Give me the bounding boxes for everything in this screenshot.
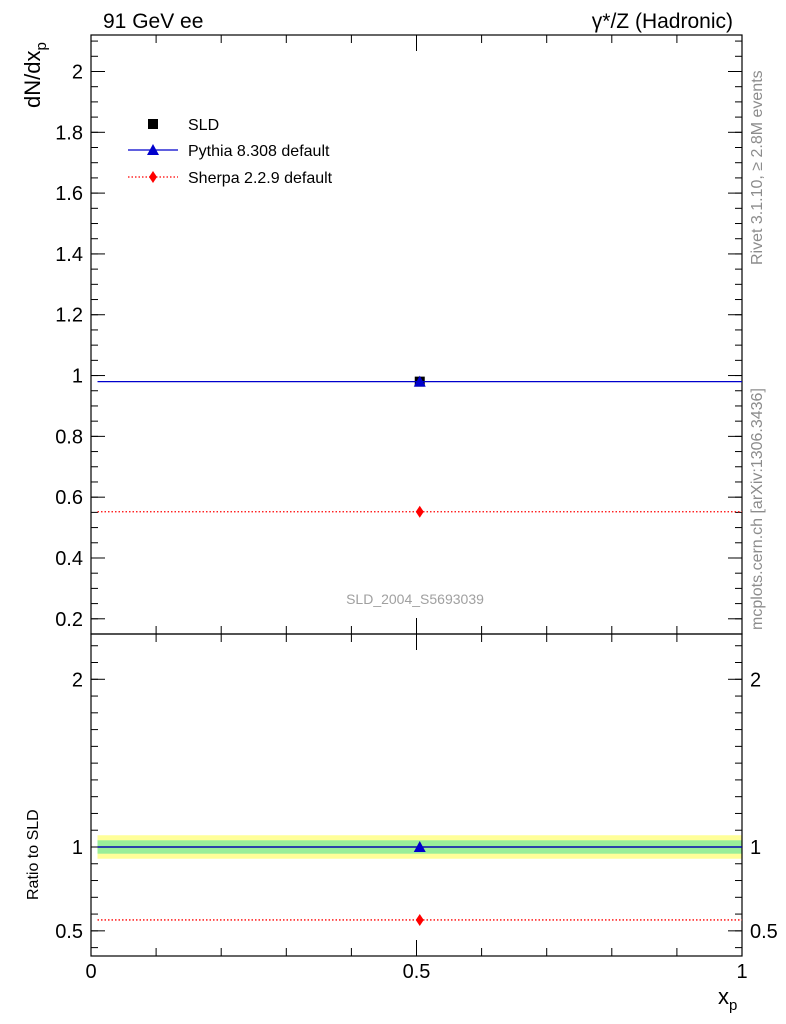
header-left: 91 GeV ee [103, 10, 203, 33]
ratio-frame [90, 633, 743, 957]
rivet-label: Rivet 3.1.10, ≥ 2.8M events [749, 70, 766, 265]
legend: SLD Pythia 8.308 default Sherpa 2.2.9 defa… [128, 117, 333, 187]
legend-marker [148, 119, 158, 129]
ratio-y-tick-label: 0.5 [55, 921, 83, 943]
ratio-y-tick-label: 1 [72, 837, 83, 859]
main-series-point [415, 505, 424, 518]
x-axis-title-main: x [718, 984, 729, 1009]
main-y-tick-label: 1.4 [55, 244, 83, 266]
ratio-y-tick-label-right: 1 [750, 837, 761, 859]
main-panel: 0.2 0.4 0.6 0.8 1 1.2 1.4 1.6 1.8 2 SLD_2004_S569… [55, 34, 743, 635]
ratio-y-ticks: 0.5 0.5 1 1 2 2 [55, 645, 778, 949]
legend-marker [149, 171, 157, 183]
x-ticks: 0 0.5 1 [85, 35, 748, 983]
x-tick-label: 0.5 [403, 961, 431, 983]
x-axis-title-sub: p [729, 997, 737, 1014]
ratio-series-point [413, 840, 426, 852]
analysis-watermark: SLD_2004_S5693039 [346, 591, 484, 607]
main-series-point [413, 375, 426, 387]
main-y-tick-label: 0.8 [55, 426, 83, 448]
main-y-tick-label: 1.6 [55, 183, 83, 205]
main-marks [97, 375, 742, 518]
legend-label: Sherpa 2.2.9 default [188, 170, 333, 187]
x-tick-label: 1 [736, 961, 747, 983]
y-axis-title-sub: p [33, 42, 50, 50]
ratio-y-tick-label: 2 [72, 669, 83, 691]
ratio-panel: 0.5 0.51 12 2 0 0.5 1 [55, 35, 778, 983]
svg-text:dN/dxp: dN/dxp [20, 42, 50, 108]
legend-marker [147, 144, 159, 155]
main-y-tick-label: 1 [72, 366, 83, 388]
ratio-series-point [415, 913, 424, 926]
main-y-tick-label: 1.8 [55, 122, 83, 144]
y-axis-title: dN/dxp [20, 42, 50, 108]
legend-entry: Pythia 8.308 default [128, 143, 330, 160]
legend-label: Pythia 8.308 default [188, 143, 330, 160]
main-y-tick-label: 1.2 [55, 305, 83, 327]
legend-label: SLD [188, 117, 219, 134]
x-tick-label: 0 [85, 961, 96, 983]
ratio-y-label: Ratio to SLD [25, 809, 42, 900]
legend-entry: SLD [148, 117, 219, 134]
ratio-y-tick-label-right: 2 [750, 669, 761, 691]
header-right: γ*/Z (Hadronic) [592, 10, 733, 33]
main-y-ticks: 0.2 0.4 0.6 0.8 1 1.2 1.4 1.6 1.8 2 [55, 40, 742, 635]
main-y-tick-label: 0.6 [55, 487, 83, 509]
main-y-tick-label: 2 [72, 61, 83, 83]
y-axis-title-main: dN/dx [20, 51, 45, 108]
legend-entry: Sherpa 2.2.9 default [128, 170, 333, 187]
ratio-y-tick-label-right: 0.5 [750, 921, 778, 943]
main-y-tick-label: 0.4 [55, 548, 83, 570]
main-y-tick-label: 0.2 [55, 609, 83, 631]
ratio-marks [97, 840, 742, 926]
x-axis-title: xp [718, 984, 737, 1014]
mcplots-label: mcplots.cern.ch [arXiv:1306.3436] [749, 388, 766, 630]
